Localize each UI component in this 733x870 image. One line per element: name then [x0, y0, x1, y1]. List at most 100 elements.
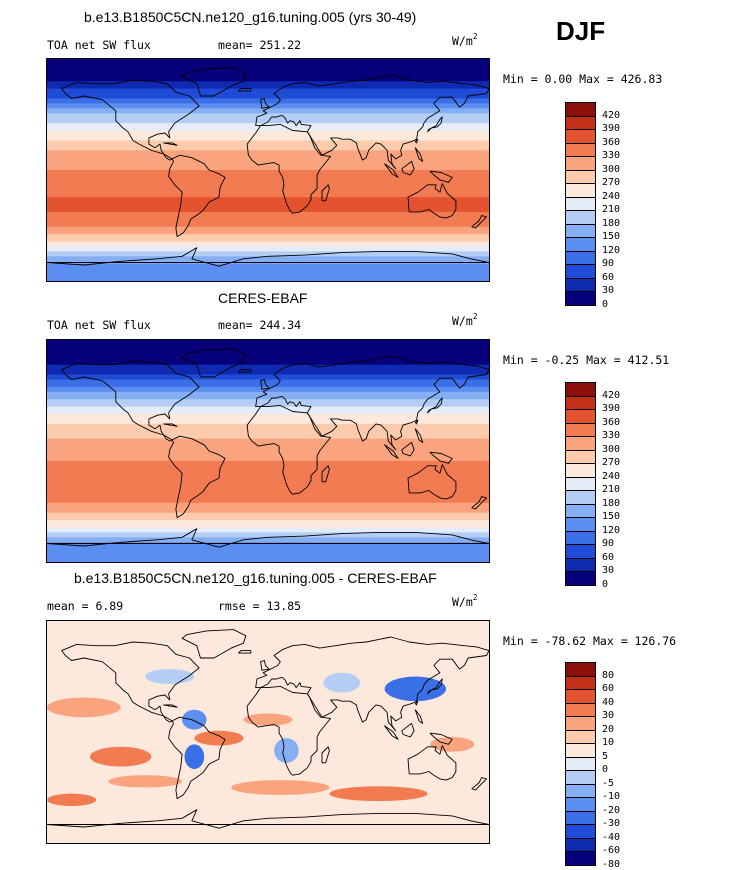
field-band: [47, 110, 489, 114]
field-band: [47, 414, 489, 418]
colorbar-swatch: [565, 689, 596, 703]
island-outline: [384, 163, 399, 178]
continent-outline: [168, 154, 226, 238]
field-band: [47, 142, 489, 146]
colorbar-tick-label: 40: [602, 696, 615, 708]
field-band: [47, 416, 489, 420]
colorbar-tick-label: 240: [602, 190, 621, 202]
colorbar-tick-label: 120: [602, 524, 621, 536]
colorbar-swatch: [565, 503, 596, 517]
field-band: [47, 128, 489, 132]
colorbar-tick-label: 90: [602, 258, 615, 269]
continent-outline: [407, 745, 457, 781]
island-outline: [238, 369, 252, 373]
panel-1-title: b.e13.B1850C5CN.ne120_g16.tuning.005 (yr…: [84, 9, 417, 25]
field-band: [47, 409, 489, 413]
colorbar-swatch: [565, 102, 596, 116]
continent-outline: [47, 247, 489, 267]
coastlines: [47, 348, 489, 548]
island-outline: [163, 704, 178, 708]
colorbar-tick-label: -80: [602, 858, 621, 870]
field-band: [47, 86, 489, 90]
field-band: [47, 525, 489, 529]
field-band: [47, 258, 489, 262]
colorbar-swatch: [565, 783, 596, 797]
colorbar-tick-label: -40: [602, 831, 621, 843]
field-band: [47, 108, 489, 112]
colorbar-swatch: [565, 237, 596, 251]
field-band: [47, 68, 489, 72]
field-band: [47, 251, 489, 255]
field-band: [47, 379, 489, 383]
field-band: [47, 342, 489, 346]
colorbar-tick-label: 270: [602, 457, 621, 468]
field-band: [47, 66, 489, 70]
island-outline: [414, 147, 424, 162]
colorbar-tick-label: 390: [602, 123, 621, 134]
field-band: [47, 340, 489, 344]
colorbar-swatch: [565, 824, 596, 838]
field-band: [47, 147, 489, 151]
colorbar-swatch: [565, 756, 596, 770]
colorbar-tick-label: 0: [602, 298, 609, 310]
island-outline: [321, 746, 330, 764]
colorbar-tick-label: 150: [602, 511, 621, 522]
island-outline: [260, 660, 270, 671]
island-outline: [401, 722, 415, 738]
field-band: [47, 263, 489, 267]
continent-outline: [47, 528, 489, 548]
colorbar-tick-label: 60: [602, 551, 615, 563]
field-band: [47, 278, 489, 281]
field-band: [47, 187, 489, 191]
field-band: [47, 76, 489, 80]
island-outline: [427, 397, 443, 414]
field-band: [47, 224, 489, 228]
colorbar-tick-label: 90: [602, 538, 615, 549]
field-band: [47, 231, 489, 235]
field-band: [47, 522, 489, 526]
field-band: [47, 559, 489, 562]
field-band: [47, 423, 489, 427]
season-label: DJF: [556, 16, 606, 46]
island-outline: [427, 678, 443, 695]
panel-2-title: CERES-EBAF: [218, 290, 308, 306]
colorbar-tick-label: 120: [602, 244, 621, 256]
continent-outline: [181, 67, 247, 97]
colorbar-swatch: [565, 223, 596, 237]
field-band: [47, 458, 489, 462]
island-outline: [260, 379, 270, 390]
colorbar-swatch: [565, 557, 596, 571]
island-outline: [429, 451, 453, 464]
colorbar-tick-label: 240: [602, 470, 621, 482]
field-band: [47, 433, 489, 437]
field-band: [47, 510, 489, 514]
field-band: [47, 211, 489, 215]
field-band: [47, 157, 489, 161]
field-band: [47, 268, 489, 272]
panel-2-variable-label: TOA net SW flux: [47, 318, 151, 332]
island-outline: [414, 428, 424, 443]
colorbar-tick-label: 30: [602, 710, 615, 721]
field-band: [47, 362, 489, 366]
panel-3-rmse-label: rmse = 13.85: [218, 599, 302, 613]
field-band: [47, 170, 489, 174]
field-band: [47, 544, 489, 548]
field-band: [47, 451, 489, 455]
field-band: [47, 177, 489, 181]
colorbar-tick-label: 0: [602, 764, 609, 775]
colorbar-tick-label: -20: [602, 804, 621, 816]
field-band: [47, 236, 489, 240]
continent-outline: [246, 404, 332, 495]
field-band: [47, 394, 489, 398]
colorbar-tick-label: 360: [602, 136, 621, 148]
panel-1-units: W/m2: [452, 32, 478, 48]
field-band: [47, 244, 489, 248]
continent-outline: [255, 636, 489, 732]
colorbar-swatch: [565, 530, 596, 544]
field-band: [47, 438, 489, 442]
colorbar-swatch: [565, 675, 596, 689]
colorbar-tick-label: 300: [602, 163, 621, 175]
island-outline: [163, 142, 178, 146]
colorbar-tick-label: -10: [602, 791, 621, 802]
field-band: [47, 421, 489, 425]
